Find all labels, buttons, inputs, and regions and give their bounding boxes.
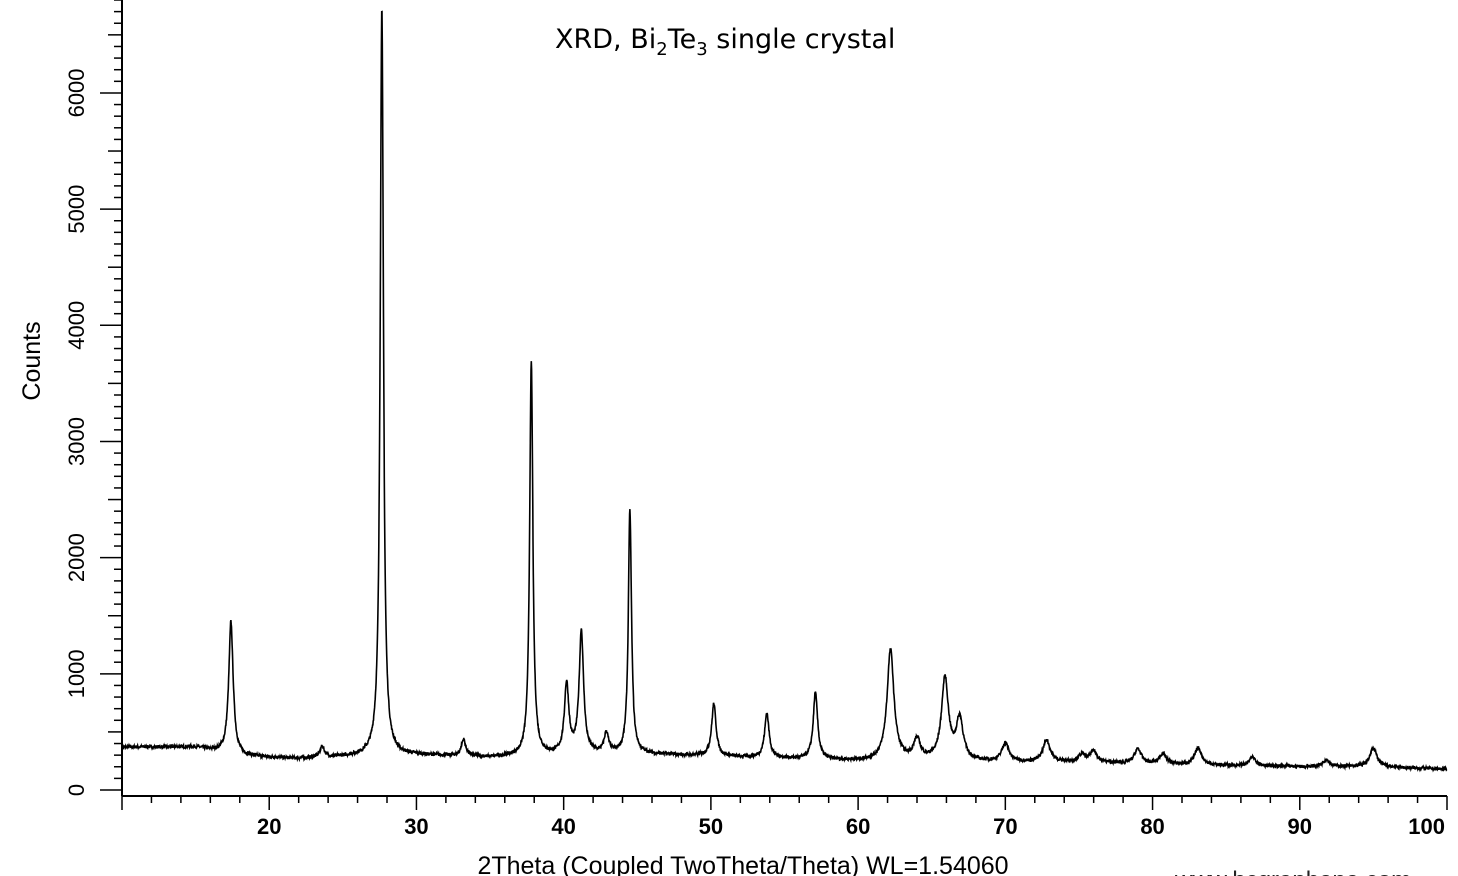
y-tick-label: 0 (64, 784, 89, 796)
y-tick-label: 2000 (64, 533, 89, 582)
x-tick-label: 60 (846, 814, 870, 839)
y-tick-label: 6000 (64, 68, 89, 117)
x-tick-label: 90 (1288, 814, 1312, 839)
watermark: www.bcgraphene.com (1174, 867, 1411, 876)
x-tick-label: 50 (699, 814, 723, 839)
y-tick-label: 5000 (64, 185, 89, 234)
y-axis-title: Counts (18, 321, 46, 400)
axes: 0 1000 2000 3000 4000 5000 6000 20 30 40 50 60 70 80 9… (64, 0, 1448, 839)
xrd-pattern-line (121, 10, 1448, 773)
x-axis-title: 2Theta (Coupled TwoTheta/Theta) WL=1.540… (477, 852, 1008, 876)
x-tick-label: 20 (257, 814, 281, 839)
chart-title: XRD, Bi2Te3 single crystal (555, 24, 895, 60)
y-tick-label: 1000 (64, 649, 89, 698)
x-tick-label: 70 (993, 814, 1017, 839)
x-tick-label: 80 (1140, 814, 1164, 839)
y-tick-label: 3000 (64, 417, 89, 466)
y-tick-label: 4000 (64, 301, 89, 350)
x-tick-label: 100 (1408, 814, 1445, 839)
x-tick-label: 30 (404, 814, 428, 839)
x-tick-label: 40 (551, 814, 575, 839)
